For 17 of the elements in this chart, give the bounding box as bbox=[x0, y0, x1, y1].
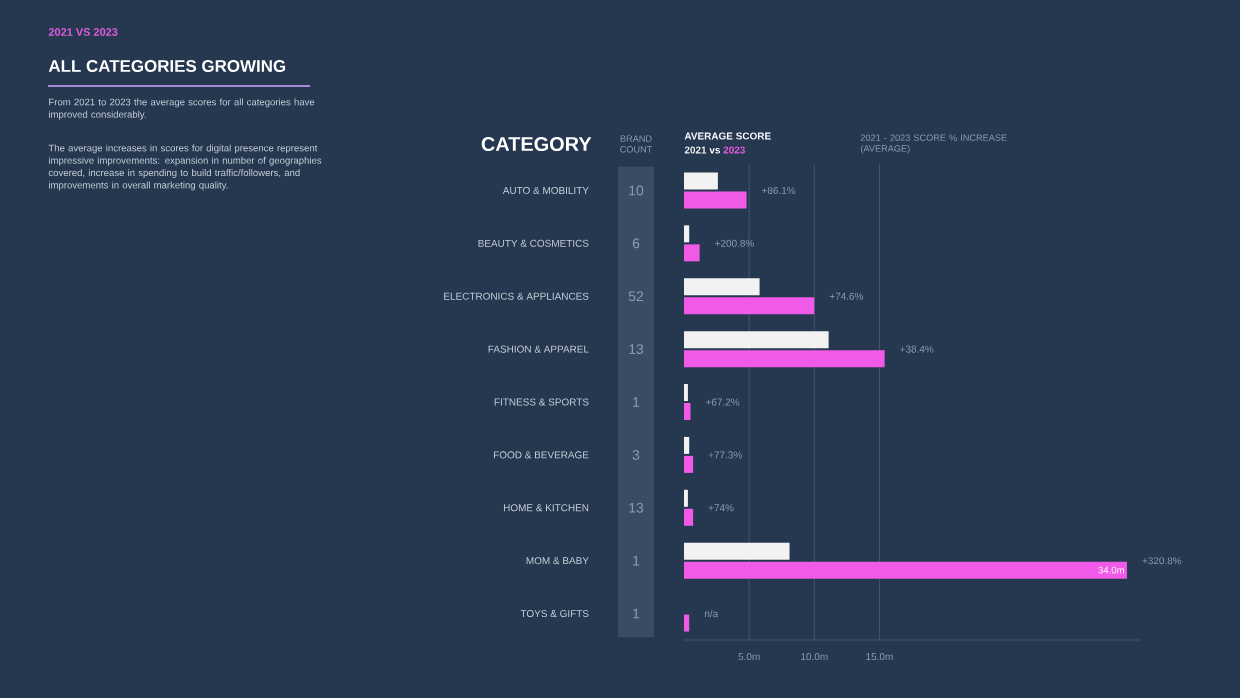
y-axis-title: CATEGORY bbox=[481, 136, 592, 152]
bar bbox=[684, 172, 718, 190]
bar bbox=[684, 455, 694, 473]
bar bbox=[684, 225, 690, 243]
bar bbox=[684, 542, 790, 560]
bar bbox=[684, 403, 691, 421]
bar bbox=[684, 244, 700, 262]
bar bbox=[684, 561, 1127, 579]
bar bbox=[684, 350, 885, 368]
bar bbox=[684, 297, 815, 315]
bar bbox=[684, 278, 760, 296]
bar bbox=[684, 191, 747, 209]
bar bbox=[684, 436, 690, 454]
text: ALL CATEGORIES GROWING bbox=[48, 60, 286, 72]
bar bbox=[684, 331, 829, 349]
bar bbox=[684, 614, 690, 632]
bar bbox=[684, 508, 694, 526]
